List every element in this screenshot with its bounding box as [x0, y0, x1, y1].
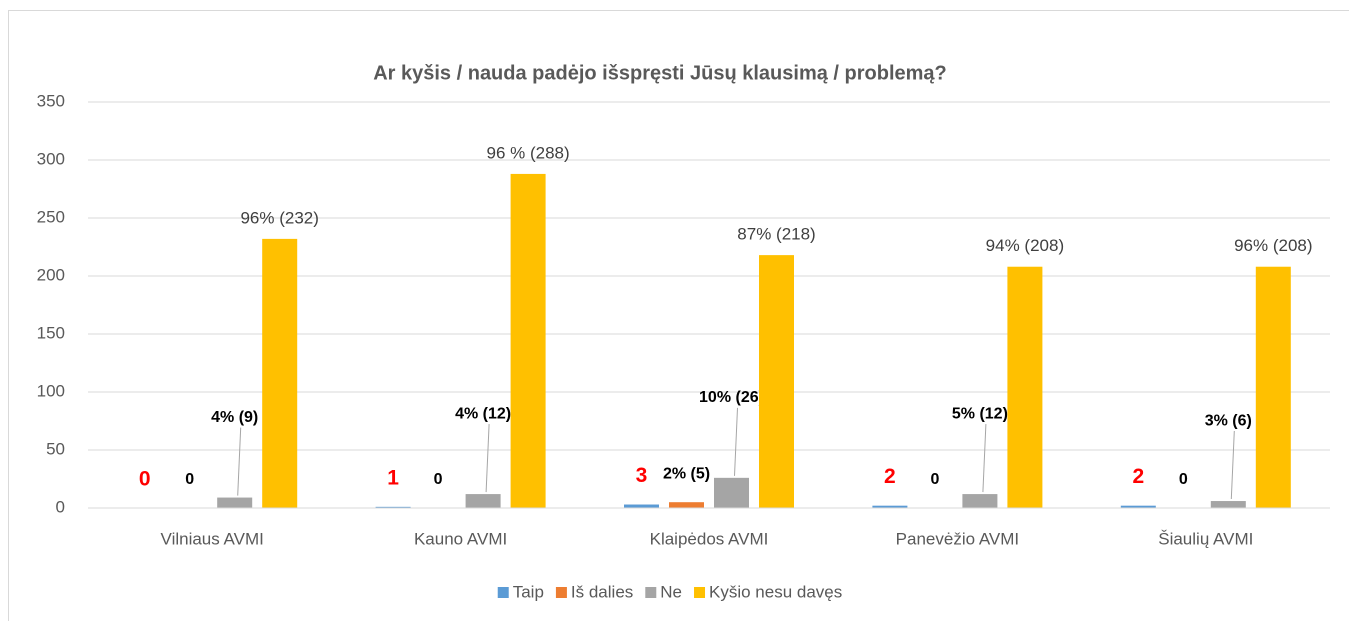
- bar: [624, 504, 659, 508]
- legend-swatch: [555, 587, 567, 598]
- bar: [217, 497, 253, 508]
- chart-border: [8, 10, 1349, 621]
- y-tick-label: 350: [37, 91, 65, 110]
- legend-swatch: [497, 587, 509, 598]
- bar: [510, 173, 546, 509]
- x-tick-label: Panevėžio AVMI: [896, 529, 1019, 548]
- bar: [669, 502, 704, 508]
- legend-label: Ne: [660, 582, 682, 601]
- chart-title: Ar kyšis / nauda padėjo išspręsti Jūsų k…: [373, 62, 947, 84]
- leader-line: [982, 424, 987, 493]
- value-label: 3: [636, 464, 648, 487]
- y-tick-label: 0: [56, 497, 65, 516]
- value-label: 4% (12): [455, 405, 511, 422]
- value-label: 96% (208): [1234, 236, 1312, 255]
- value-label: 0: [930, 471, 939, 488]
- legend-label: Taip: [513, 582, 544, 601]
- value-label: 2% (5): [663, 465, 710, 482]
- legend-label: Iš dalies: [571, 582, 633, 601]
- leader-line: [485, 424, 490, 493]
- y-tick-label: 300: [37, 149, 65, 168]
- value-label: 1: [387, 466, 399, 489]
- legend-swatch: [645, 587, 657, 598]
- leader-line: [1230, 431, 1235, 500]
- value-label: 10% (26): [699, 389, 764, 406]
- x-tick-label: Šiaulių AVMI: [1158, 529, 1253, 548]
- x-tick-label: Klaipėdos AVMI: [650, 529, 769, 548]
- value-label: 5% (12): [952, 405, 1008, 422]
- y-tick-label: 150: [37, 323, 65, 342]
- value-label: 87% (218): [737, 225, 815, 244]
- bar: [714, 477, 749, 508]
- y-tick-label: 250: [37, 207, 65, 226]
- bar: [759, 255, 794, 508]
- bar: [1007, 266, 1043, 508]
- value-label: 0: [185, 471, 194, 488]
- bar: [465, 494, 501, 508]
- y-tick-label: 100: [37, 381, 65, 400]
- y-tick-label: 50: [46, 439, 65, 458]
- value-label: 3% (6): [1205, 412, 1252, 429]
- bar: [262, 238, 298, 508]
- bar: [375, 506, 411, 508]
- leader-line: [734, 407, 738, 476]
- leader-line: [237, 427, 242, 496]
- x-tick-label: Vilniaus AVMI: [161, 529, 264, 548]
- value-label: 94% (208): [986, 236, 1064, 255]
- x-tick-label: Kauno AVMI: [414, 529, 507, 548]
- bar: [962, 494, 998, 508]
- bar: [1255, 266, 1291, 508]
- legend-label: Kyšio nesu davęs: [709, 582, 842, 601]
- y-tick-label: 200: [37, 265, 65, 284]
- value-label: 2: [1132, 465, 1144, 488]
- legend-swatch: [694, 587, 706, 598]
- value-label: 0: [434, 471, 443, 488]
- value-label: 96 % (288): [487, 143, 570, 162]
- value-label: 0: [139, 468, 151, 491]
- value-label: 0: [1179, 471, 1188, 488]
- bar: [1120, 505, 1156, 508]
- bar: [872, 505, 908, 508]
- value-label: 4% (9): [211, 409, 258, 426]
- bar: [1210, 501, 1246, 508]
- value-label: 96% (232): [240, 208, 318, 227]
- value-label: 2: [884, 465, 896, 488]
